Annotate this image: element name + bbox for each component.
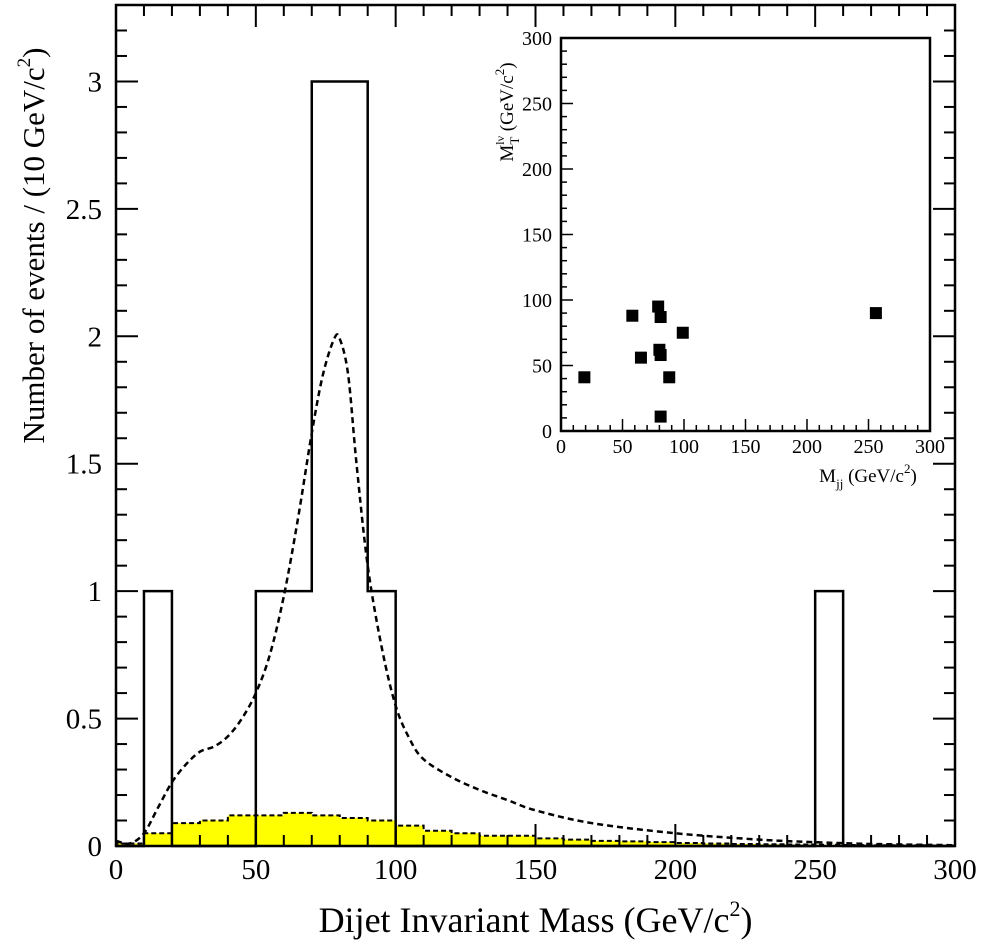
- inset-y-title-sup: 2: [492, 69, 507, 76]
- background-histogram-fill: [116, 812, 955, 846]
- y-tick-label: 2.5: [66, 194, 102, 226]
- y-axis-title: Number of events / (10 GeV/c2): [14, 47, 51, 443]
- inset-plot-frame: [559, 36, 932, 433]
- inset-scatter-point: [676, 326, 689, 339]
- inset-x-title-sub: jj: [835, 476, 843, 491]
- inset-scatter-point: [578, 371, 591, 384]
- inset-scatter-point: [654, 311, 667, 324]
- inset-scatter-point: [663, 371, 676, 384]
- y-tick-label: 0: [88, 831, 103, 863]
- inset-y-tick-label: 100: [522, 290, 552, 312]
- inset-x-tick-label: 150: [731, 436, 761, 458]
- inset-y-title-supscript: lν: [493, 135, 507, 144]
- x-axis-title-main: Dijet Invariant Mass (GeV/c: [319, 900, 730, 940]
- x-axis-title-close: ): [740, 900, 752, 940]
- inset-scatter-point: [654, 410, 667, 423]
- inset-x-tick-label: 100: [669, 436, 699, 458]
- x-tick-label: 100: [374, 854, 418, 886]
- inset-x-title-close: ): [910, 466, 916, 487]
- inset-y-title-rest: (GeV/c: [497, 75, 518, 136]
- inset-y-tick-label: 50: [532, 356, 552, 378]
- inset-scatter-plot: 0 50 100 150 200 250 300 0 50 100 150 200 250 300 Mjj …: [492, 28, 945, 491]
- y-axis-title-main: Number of events / (10 GeV/c: [16, 67, 51, 443]
- inset-x-title-main: M: [819, 466, 836, 487]
- inset-y-tick-label: 150: [522, 225, 552, 247]
- inset-y-tick-label: 300: [522, 28, 552, 50]
- inset-x-tick-label: 50: [613, 436, 633, 458]
- inset-scatter-point: [869, 307, 882, 320]
- inset-y-title-close: ): [497, 62, 518, 68]
- inset-x-tick-label: 300: [915, 436, 945, 458]
- inset-x-title-rest: (GeV/c: [843, 466, 904, 487]
- x-tick-label: 250: [793, 854, 837, 886]
- y-tick-label: 2: [88, 321, 103, 353]
- y-axis-title-sup: 2: [14, 58, 35, 68]
- y-tick-label: 0.5: [66, 704, 102, 736]
- inset-scatter-point: [652, 300, 665, 313]
- x-tick-label: 50: [241, 854, 270, 886]
- inset-scatter-point: [654, 349, 667, 362]
- inset-x-axis-title: Mjj (GeV/c2): [819, 461, 917, 491]
- inset-y-axis-title: MTlν (GeV/c2): [492, 62, 522, 161]
- inset-y-tick-label: 0: [542, 421, 552, 443]
- x-axis-title-sup: 2: [729, 896, 740, 921]
- inset-y-tick-label: 250: [522, 94, 552, 116]
- expected-signal-curve: [115, 333, 956, 847]
- inset-x-title-sup: 2: [904, 461, 911, 476]
- inset-scatter-point: [634, 351, 647, 364]
- y-tick-label: 1.5: [66, 449, 102, 481]
- inset-x-tick-label: 250: [854, 436, 884, 458]
- inset-x-tick-label: 200: [792, 436, 822, 458]
- inset-x-tick-label: 0: [556, 436, 566, 458]
- y-tick-label: 1: [88, 576, 103, 608]
- inset-y-title-main: M: [497, 145, 518, 162]
- inset-scatter-point: [626, 309, 639, 322]
- inset-y-tick-label: 200: [522, 159, 552, 181]
- x-tick-label: 300: [933, 854, 977, 886]
- x-tick-label: 200: [654, 854, 698, 886]
- y-axis-title-close: ): [16, 47, 51, 57]
- x-axis-title: Dijet Invariant Mass (GeV/c2): [319, 896, 753, 940]
- inset-y-title-sub: T: [507, 137, 522, 145]
- x-tick-label: 150: [514, 854, 558, 886]
- y-tick-label: 3: [88, 66, 103, 98]
- x-tick-label: 0: [109, 854, 124, 886]
